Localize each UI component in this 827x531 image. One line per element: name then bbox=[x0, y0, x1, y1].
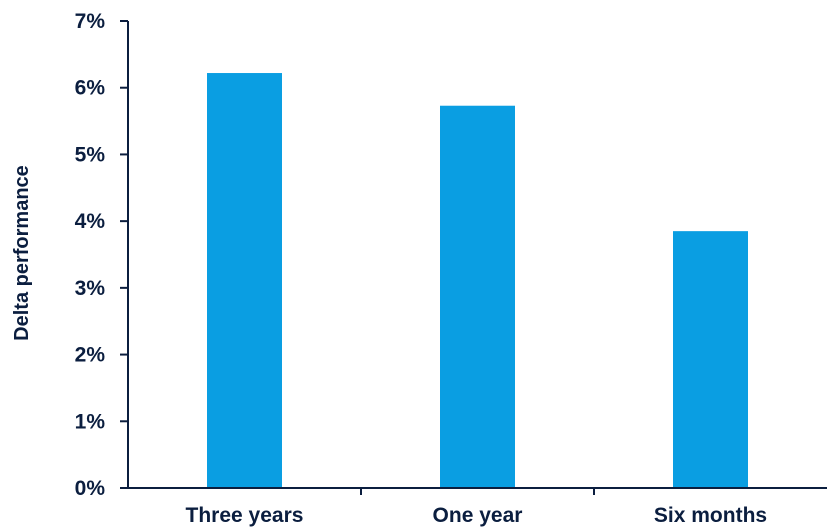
y-tick-label: 7% bbox=[75, 10, 106, 33]
y-tick-label: 6% bbox=[75, 77, 106, 100]
y-tick-label: 3% bbox=[75, 277, 106, 300]
y-axis-ticks: 0% 1% 2% 3% 4% 5% 6% 7% bbox=[75, 10, 128, 500]
bar bbox=[673, 231, 748, 488]
y-tick-label: 4% bbox=[75, 210, 106, 233]
bars-group bbox=[207, 73, 748, 488]
y-tick-label: 2% bbox=[75, 344, 106, 367]
y-axis-title: Delta performance bbox=[11, 165, 33, 341]
x-category-label: Six months bbox=[654, 504, 767, 527]
y-tick-label: 1% bbox=[75, 410, 106, 433]
y-tick-label: 5% bbox=[75, 143, 106, 166]
bar bbox=[440, 105, 515, 488]
x-category-label: Three years bbox=[186, 504, 304, 527]
x-category-label: One year bbox=[433, 504, 523, 527]
y-tick-label: 0% bbox=[75, 477, 106, 500]
x-axis-labels: Three years One year Six months bbox=[186, 488, 767, 527]
bar bbox=[207, 73, 282, 488]
